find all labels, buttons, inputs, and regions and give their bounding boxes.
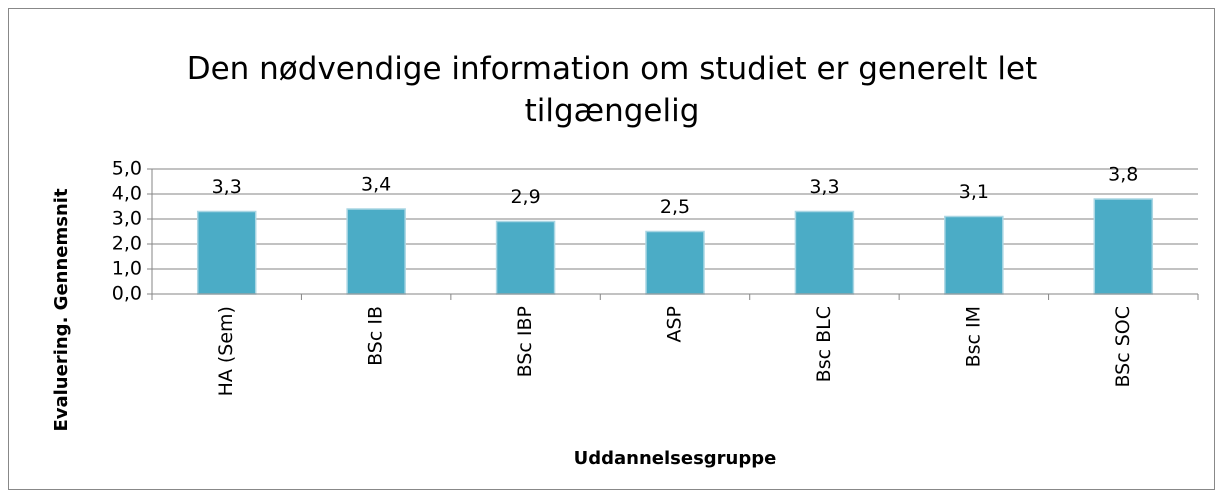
x-tick-label: BSc IBP <box>514 306 536 377</box>
y-tick-label: 4,0 <box>112 183 142 205</box>
chart-title: Den nødvendige information om studiet er… <box>186 51 1038 129</box>
bar <box>495 220 556 295</box>
y-tick-label: 1,0 <box>112 258 142 280</box>
x-tick-label: BSc SOC <box>1112 306 1134 388</box>
data-label: 2,9 <box>510 186 540 208</box>
y-axis-label: Evaluering. Gennemsnit <box>51 188 72 431</box>
data-label: 3,8 <box>1108 164 1138 186</box>
data-label: 3,3 <box>212 176 242 198</box>
data-label: 3,1 <box>959 181 989 203</box>
data-label: 3,3 <box>809 176 839 198</box>
x-tick-label: ASP <box>664 306 686 343</box>
x-tick-label: Bsc IM <box>962 306 984 367</box>
y-tick-label: 3,0 <box>112 208 142 230</box>
bar <box>794 210 855 295</box>
data-label: 3,4 <box>361 174 391 196</box>
x-tick-label: HA (Sem) <box>215 306 237 396</box>
bar <box>645 230 705 295</box>
bar <box>346 208 406 295</box>
x-tick-label: BSc IB <box>365 306 387 366</box>
y-tick-label: 0,0 <box>112 283 142 305</box>
x-tick-label: Bsc BLC <box>813 306 835 382</box>
bar <box>1093 198 1154 295</box>
y-tick-label: 2,0 <box>112 233 142 255</box>
bar <box>944 215 1004 295</box>
data-label: 2,5 <box>660 196 690 218</box>
y-tick-label: 5,0 <box>112 158 142 180</box>
bar <box>196 210 257 295</box>
x-axis-label: Uddannelsesgruppe <box>574 448 777 469</box>
